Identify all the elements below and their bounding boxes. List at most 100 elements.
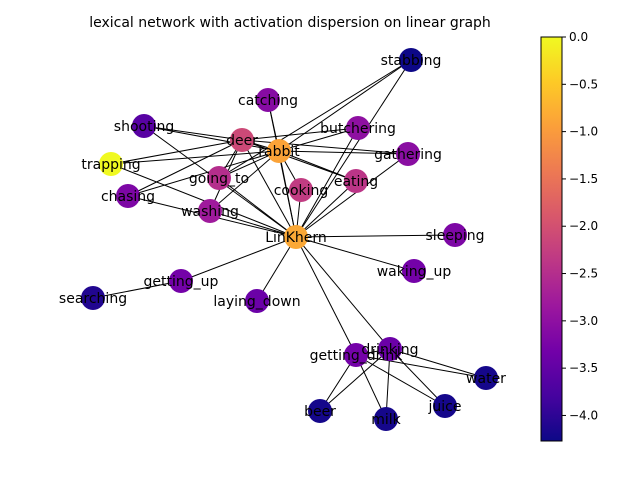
node-label-shooting: shooting xyxy=(114,119,174,135)
node-label-butchering: butchering xyxy=(320,121,396,137)
colorbar-tick-label: −1.0 xyxy=(569,125,598,139)
node-label-chasing: chasing xyxy=(101,189,155,205)
node-label-going_to: going_to xyxy=(189,171,249,187)
edge-getting_drink-juice xyxy=(355,354,446,407)
colorbar-tick-label: −2.5 xyxy=(569,267,598,281)
node-milk xyxy=(374,407,398,431)
node-label-gathering: gathering xyxy=(374,147,442,163)
node-label-rabbit: rabbit xyxy=(258,144,300,160)
edge-layer xyxy=(92,59,487,420)
edge-LinKhern-deer xyxy=(241,139,297,238)
colorbar-tick-label: −0.5 xyxy=(569,77,598,91)
node-label-LinKhern: LinKhern xyxy=(265,230,327,246)
edge-rabbit-washing xyxy=(209,150,280,212)
node-label-washing: washing xyxy=(181,204,239,220)
node-label-getting_up: getting_up xyxy=(144,274,219,290)
node-label-milk: milk xyxy=(371,412,401,428)
colorbar-tick-label: −2.0 xyxy=(569,219,598,233)
node-label-getting_drink: getting_drink xyxy=(310,348,404,364)
edge-LinKhern-gathering xyxy=(295,153,409,238)
edge-getting_drink-water xyxy=(355,354,487,379)
node-label-water: water xyxy=(466,371,506,387)
edge-rabbit-trapping xyxy=(110,150,280,165)
node-sleeping xyxy=(443,223,467,247)
node-going_to xyxy=(207,166,231,190)
node-deer xyxy=(230,128,254,152)
node-label-deer: deer xyxy=(226,133,258,149)
node-label-laying_down: laying_down xyxy=(213,294,300,310)
edge-LinKhern-rabbit xyxy=(278,150,297,238)
edge-deer-butchering xyxy=(241,127,359,141)
colorbar-tick-label: −3.5 xyxy=(569,361,598,375)
edge-LinKhern-going_to xyxy=(218,177,297,238)
node-label-stabbing: stabbing xyxy=(381,53,442,69)
edge-LinKhern-waking_up xyxy=(295,236,415,272)
node-waking_up xyxy=(402,259,426,283)
colorbar-tick-label: −1.5 xyxy=(569,172,598,186)
edge-drinking-juice xyxy=(389,348,446,407)
node-getting_drink xyxy=(344,343,368,367)
node-beer xyxy=(308,399,332,423)
node-label-catching: catching xyxy=(238,93,298,109)
node-stabbing xyxy=(399,48,423,72)
figure-title: lexical network with activation dispersi… xyxy=(89,15,491,31)
node-searching xyxy=(81,286,105,310)
edge-going_to-stabbing xyxy=(218,59,412,179)
edge-LinKhern-eating xyxy=(295,180,357,238)
node-butchering xyxy=(346,116,370,140)
edge-LinKhern-butchering xyxy=(295,127,359,238)
node-shooting xyxy=(132,114,156,138)
node-label-trapping: trapping xyxy=(81,157,140,173)
edge-rabbit-eating xyxy=(278,150,357,182)
node-LinKhern xyxy=(284,225,308,249)
node-eating xyxy=(344,169,368,193)
edge-rabbit-stabbing xyxy=(278,59,412,152)
edge-drinking-water xyxy=(389,348,487,379)
node-label-searching: searching xyxy=(59,291,127,307)
edge-deer-shooting xyxy=(143,125,243,141)
colorbar: 0.0 −0.5 −1.0 −1.5 −2.0 −2.5 −3.0 −3.5 −4.0 xyxy=(540,30,598,442)
edge-LinKhern-washing xyxy=(209,210,297,238)
node-juice xyxy=(433,394,457,418)
edge-LinKhern-stabbing xyxy=(295,59,412,238)
edge-deer-chasing xyxy=(127,139,243,197)
node-rabbit xyxy=(267,139,291,163)
edge-deer-eating xyxy=(241,139,357,182)
edge-LinKhern-drinking xyxy=(295,236,391,350)
node-label-cooking: cooking xyxy=(274,183,329,199)
node-cooking xyxy=(289,178,313,202)
colorbar-ticks: 0.0 −0.5 −1.0 −1.5 −2.0 −2.5 −3.0 −3.5 −4.0 xyxy=(562,30,598,422)
edge-rabbit-shooting xyxy=(143,125,280,152)
node-chasing xyxy=(116,184,140,208)
node-label-waking_up: waking_up xyxy=(377,264,452,280)
edge-LinKhern-laying_down xyxy=(256,236,297,302)
node-washing xyxy=(198,199,222,223)
node-getting_up xyxy=(169,269,193,293)
edge-rabbit-butchering xyxy=(278,127,359,152)
edge-LinKhern-sleeping xyxy=(295,234,456,238)
node-drinking xyxy=(378,337,402,361)
colorbar-tick-label: −4.0 xyxy=(569,408,598,422)
node-laying_down xyxy=(245,289,269,313)
node-gathering xyxy=(396,142,420,166)
node-label-juice: juice xyxy=(428,399,462,415)
node-label-beer: beer xyxy=(304,404,336,420)
edge-LinKhern-trapping xyxy=(110,163,297,238)
node-catching xyxy=(256,88,280,112)
node-trapping xyxy=(99,152,123,176)
node-water xyxy=(474,366,498,390)
node-label-sleeping: sleeping xyxy=(426,228,485,244)
edge-LinKhern-getting_up xyxy=(180,236,297,282)
colorbar-tick-label: 0.0 xyxy=(569,30,588,44)
node-label-eating: eating xyxy=(334,174,378,190)
edge-LinKhern-getting_drink xyxy=(295,236,357,356)
colorbar-tick-label: −3.0 xyxy=(569,314,598,328)
colorbar-gradient xyxy=(540,36,563,442)
edge-deer-gathering xyxy=(241,139,409,155)
edge-getting_up-searching xyxy=(92,280,182,299)
edge-rabbit-gathering xyxy=(278,150,409,155)
node-label-drinking: drinking xyxy=(361,342,418,358)
edge-deer-trapping xyxy=(110,139,243,165)
